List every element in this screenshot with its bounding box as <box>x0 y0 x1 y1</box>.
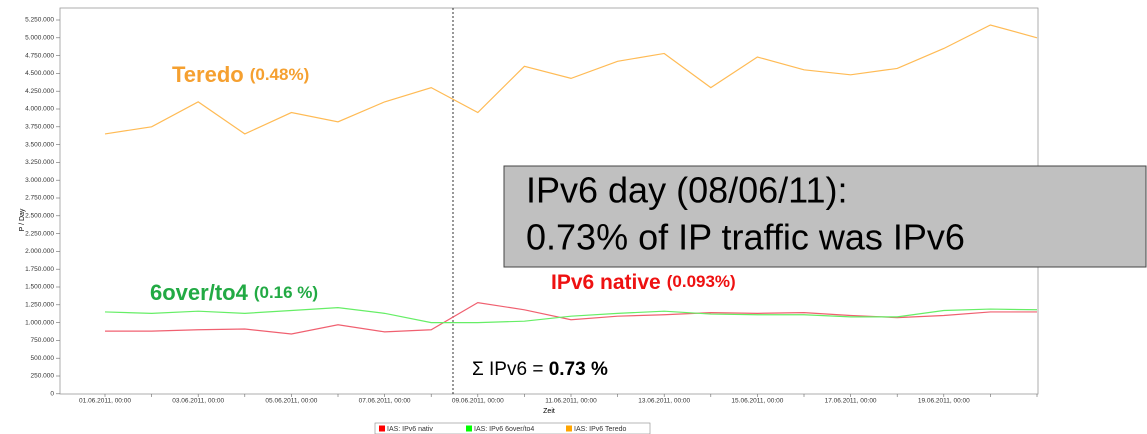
callout-text: 0.73% of IP traffic was IPv6 <box>526 217 965 258</box>
y-tick-label: 1.750.000 <box>25 266 54 273</box>
y-tick-label: 4.250.000 <box>25 88 54 95</box>
legend-box <box>374 422 651 434</box>
x-tick-label: 11.06.2011, 00:00 <box>545 398 597 405</box>
y-tick-label: 3.250.000 <box>25 159 54 166</box>
annotation: 6over/to4 (0.16 %) <box>150 280 318 305</box>
x-tick-label: 17.06.2011, 00:00 <box>825 398 877 405</box>
annotation-part: (0.16 %) <box>254 283 318 302</box>
y-tick-label: 0 <box>50 391 54 398</box>
y-tick-label: 750.000 <box>31 337 55 344</box>
x-tick-label: 07.06.2011, 00:00 <box>359 398 411 405</box>
legend-swatch <box>379 425 385 432</box>
callout-text: IPv6 day (08/06/11): <box>526 170 848 211</box>
legend-label: IAS: IPv6 6over/to4 <box>474 426 534 433</box>
y-tick-label: 250.000 <box>31 373 55 380</box>
x-tick-label: 01.06.2011, 00:00 <box>79 398 131 405</box>
annotation-part: IPv6 native <box>551 271 661 294</box>
annotation-part: 6over/to4 <box>150 280 249 305</box>
y-tick-label: 5.000.000 <box>25 35 54 42</box>
series-line <box>104 24 1038 135</box>
annotation: Σ IPv6 = 0.73 % <box>472 359 608 380</box>
annotation-part: Teredo <box>172 62 244 87</box>
legend-swatch <box>466 425 472 432</box>
y-tick-label: 1.250.000 <box>25 302 54 309</box>
legend-label: IAS: IPv6 nativ <box>387 426 433 433</box>
y-tick-label: 4.000.000 <box>25 106 54 113</box>
y-tick-label: 3.750.000 <box>25 124 54 131</box>
x-tick-label: 19.06.2011, 00:00 <box>918 398 970 405</box>
annotation-part: 0.73 % <box>549 359 608 380</box>
legend-label: IAS: IPv6 Teredo <box>574 426 627 433</box>
y-axis-label: P / Day <box>19 208 26 231</box>
annotation-part: Σ IPv6 = <box>472 359 549 380</box>
y-tick-label: 2.500.000 <box>25 213 54 220</box>
annotation-part: (0.48%) <box>250 65 310 84</box>
y-tick-label: 2.750.000 <box>25 195 54 202</box>
x-tick-label: 05.06.2011, 00:00 <box>265 398 317 405</box>
x-tick-label: 03.06.2011, 00:00 <box>172 398 224 405</box>
y-tick-label: 2.250.000 <box>25 230 54 237</box>
annotation: Teredo (0.48%) <box>172 62 309 87</box>
callout-box <box>503 165 1147 268</box>
y-tick-label: 3.000.000 <box>25 177 54 184</box>
x-tick-label: 09.06.2011, 00:00 <box>452 398 504 405</box>
series-line <box>104 307 1038 324</box>
annotation: IPv6 native (0.093%) <box>551 271 736 294</box>
y-tick-label: 500.000 <box>31 355 55 362</box>
y-tick-label: 3.500.000 <box>25 141 54 148</box>
y-tick-label: 5.250.000 <box>25 17 54 24</box>
y-tick-label: 2.000.000 <box>25 248 54 255</box>
y-tick-label: 1.500.000 <box>25 284 54 291</box>
legend: IAS: IPv6 nativ IAS: IPv6 6over/to4 IAS: I… <box>374 422 651 434</box>
x-tick-label: 15.06.2011, 00:00 <box>731 398 783 405</box>
x-axis-label: Zeit <box>543 408 555 415</box>
y-tick-label: 4.500.000 <box>25 70 54 77</box>
y-tick-label: 1.000.000 <box>25 319 54 326</box>
y-tick-label: 4.750.000 <box>25 52 54 59</box>
legend-swatch <box>566 425 572 432</box>
annotation-part: (0.093%) <box>667 272 736 291</box>
x-tick-label: 13.06.2011, 00:00 <box>638 398 690 405</box>
